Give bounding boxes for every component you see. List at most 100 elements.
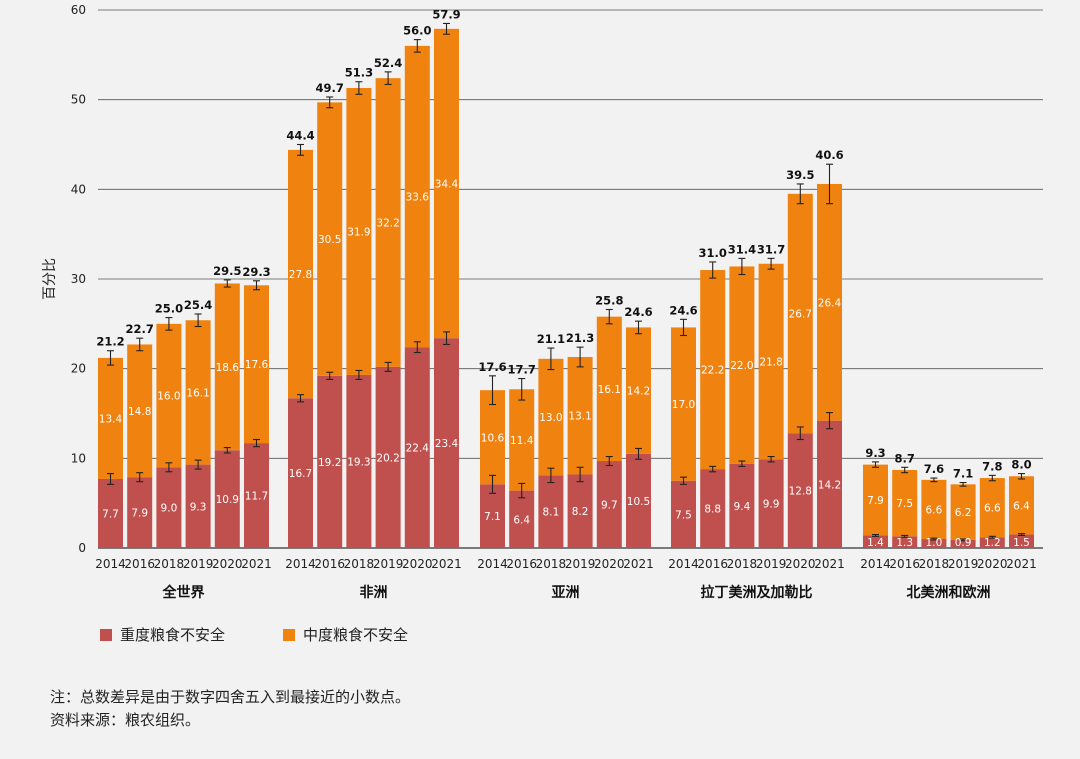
label-moderate-g4-2018: 6.6 (926, 504, 943, 516)
label-total-g0-2019: 25.4 (184, 298, 212, 312)
label-moderate-g0-2019: 16.1 (186, 387, 209, 399)
bar-severe-g0-2019 (185, 464, 211, 548)
bar-moderate-g1-2019 (375, 78, 401, 367)
bar-severe-g0-2014 (98, 478, 123, 548)
label-severe-g2-2020: 9.7 (601, 500, 618, 512)
y-tick-label-0: 0 (78, 541, 86, 555)
x-tick-label-g3-2014: 2014 (668, 557, 699, 571)
bar-severe-g4-2016 (892, 536, 918, 548)
bar-severe-g2-2020 (596, 461, 622, 548)
label-moderate-g4-2016: 7.5 (896, 498, 913, 510)
label-moderate-g2-2016: 11.4 (510, 435, 534, 447)
bar-severe-g3-2019 (758, 459, 784, 548)
bar-moderate-g4-2020 (979, 478, 1005, 538)
x-tick-label-g2-2016: 2016 (506, 557, 537, 571)
legend-item-severe: 重度粮食不安全 (100, 624, 225, 645)
label-total-g2-2020: 25.8 (595, 293, 623, 307)
label-moderate-g2-2020: 16.1 (598, 384, 621, 396)
label-severe-g1-2019: 20.2 (376, 452, 399, 464)
bar-moderate-g4-2016 (892, 469, 918, 537)
label-severe-g2-2018: 8.1 (543, 507, 560, 519)
x-tick-label-g3-2019: 2019 (756, 557, 787, 571)
bar-severe-g3-2014 (671, 480, 696, 548)
label-severe-g1-2014: 16.7 (289, 468, 312, 480)
label-severe-g3-2020: 12.8 (789, 486, 812, 498)
legend-label-severe: 重度粮食不安全 (120, 626, 226, 644)
x-tick-label-g1-2019: 2019 (373, 557, 404, 571)
bar-severe-g2-2016 (509, 490, 535, 548)
label-total-g0-2021: 29.3 (242, 265, 270, 279)
label-severe-g0-2016: 7.9 (131, 508, 148, 520)
label-severe-g0-2018: 9.0 (161, 503, 178, 515)
label-severe-g2-2016: 6.4 (513, 514, 530, 526)
label-total-g4-2014: 9.3 (865, 446, 885, 460)
bar-moderate-g3-2018 (729, 266, 755, 464)
bar-severe-g1-2020 (404, 347, 430, 548)
label-moderate-g0-2021: 17.6 (245, 359, 269, 371)
bar-moderate-g0-2014 (98, 357, 123, 479)
bar-moderate-g3-2014 (671, 327, 696, 481)
x-tick-label-g1-2020: 2020 (402, 557, 433, 571)
x-tick-label-g0-2021: 2021 (241, 557, 272, 571)
label-total-g4-2019: 7.1 (953, 467, 973, 481)
label-moderate-g1-2021: 34.4 (435, 179, 459, 191)
label-severe-g1-2018: 19.3 (347, 456, 370, 468)
bar-moderate-g3-2021 (817, 183, 842, 421)
bar-moderate-g1-2018 (346, 88, 372, 375)
chart-notes: 注：总数差异是由于数字四舍五入到最接近的小数点。 资料来源：粮农组织。 (50, 686, 410, 732)
bar-severe-g3-2018 (729, 463, 755, 548)
label-total-g2-2014: 17.6 (478, 360, 506, 374)
x-tick-label-g2-2021: 2021 (623, 557, 654, 571)
note-rounding: 注：总数差异是由于数字四舍五入到最接近的小数点。 (50, 688, 411, 706)
label-total-g3-2019: 31.7 (757, 242, 785, 256)
label-moderate-g0-2014: 13.4 (99, 413, 123, 425)
label-moderate-g2-2019: 13.1 (568, 411, 591, 423)
x-tick-label-g3-2021: 2021 (814, 557, 845, 571)
bar-moderate-g2-2018 (538, 358, 564, 476)
label-severe-g3-2016: 8.8 (704, 504, 721, 516)
bar-moderate-g3-2020 (787, 193, 813, 434)
bar-moderate-g0-2016 (127, 344, 153, 478)
label-moderate-g4-2019: 6.2 (955, 507, 972, 519)
bar-severe-g0-2016 (127, 477, 153, 548)
bar-moderate-g4-2014 (863, 464, 888, 536)
label-total-g3-2016: 31.0 (699, 246, 727, 260)
bar-moderate-g2-2019 (567, 357, 593, 475)
label-severe-g4-2021: 1.5 (1013, 537, 1030, 549)
label-moderate-g4-2021: 6.4 (1013, 500, 1030, 512)
bar-moderate-g2-2021 (626, 327, 651, 454)
label-severe-g1-2016: 19.2 (318, 457, 341, 469)
label-total-g1-2016: 49.7 (316, 81, 344, 95)
legend-label-moderate: 中度粮食不安全 (303, 626, 409, 644)
bar-severe-g1-2014 (288, 398, 313, 548)
bar-severe-g2-2019 (567, 474, 593, 548)
x-tick-label-g0-2014: 2014 (95, 557, 126, 571)
bar-moderate-g3-2019 (758, 263, 784, 460)
x-tick-label-g3-2018: 2018 (727, 557, 758, 571)
bar-severe-g4-2018 (921, 539, 947, 548)
group-label-1: 非洲 (360, 584, 388, 601)
group-label-4: 北美洲和欧洲 (907, 584, 991, 601)
label-moderate-g1-2019: 32.2 (376, 218, 399, 230)
label-moderate-g0-2016: 14.8 (128, 406, 151, 418)
note-source: 资料来源：粮农组织。 (50, 711, 201, 729)
label-total-g4-2020: 7.8 (982, 459, 1002, 473)
label-severe-g0-2021: 11.7 (245, 491, 268, 503)
x-tick-label-g4-2016: 2016 (889, 557, 920, 571)
bar-severe-g2-2018 (538, 475, 564, 548)
label-severe-g4-2014: 1.4 (867, 537, 884, 549)
label-moderate-g2-2018: 13.0 (539, 412, 562, 424)
label-severe-g3-2014: 7.5 (675, 509, 692, 521)
label-moderate-g0-2018: 16.0 (157, 391, 180, 403)
label-moderate-g3-2016: 22.2 (701, 365, 724, 377)
label-total-g4-2021: 8.0 (1011, 458, 1031, 472)
x-tick-label-g2-2018: 2018 (536, 557, 567, 571)
label-total-g1-2018: 51.3 (345, 66, 373, 80)
x-tick-label-g4-2019: 2019 (948, 557, 979, 571)
bar-moderate-g1-2016 (317, 102, 343, 376)
label-severe-g4-2020: 1.2 (984, 537, 1001, 549)
label-severe-g4-2019: 0.9 (955, 537, 972, 549)
bar-severe-g1-2021 (434, 338, 459, 548)
bar-moderate-g4-2021 (1009, 476, 1034, 535)
bar-moderate-g1-2020 (404, 45, 430, 348)
